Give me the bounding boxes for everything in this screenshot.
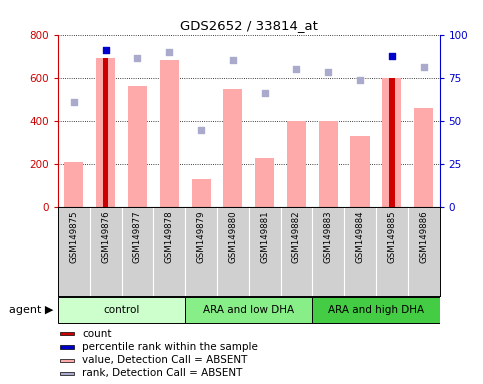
Bar <box>128 86 147 207</box>
Text: GSM149886: GSM149886 <box>419 210 428 263</box>
Text: GSM149875: GSM149875 <box>70 210 78 263</box>
Bar <box>287 121 306 207</box>
Text: GSM149876: GSM149876 <box>101 210 110 263</box>
Bar <box>351 136 369 207</box>
Bar <box>185 297 313 323</box>
Bar <box>313 297 440 323</box>
Text: GSM149880: GSM149880 <box>228 210 237 263</box>
Text: ARA and high DHA: ARA and high DHA <box>328 305 424 314</box>
Bar <box>64 162 84 207</box>
Bar <box>58 297 185 323</box>
Text: GSM149881: GSM149881 <box>260 210 269 263</box>
Point <box>134 55 142 61</box>
Bar <box>414 108 433 207</box>
Point <box>325 69 332 75</box>
Text: GSM149885: GSM149885 <box>387 210 397 263</box>
Point <box>388 53 396 59</box>
Bar <box>60 372 74 375</box>
Text: GSM149878: GSM149878 <box>165 210 174 263</box>
Text: percentile rank within the sample: percentile rank within the sample <box>83 342 258 352</box>
Text: GSM149879: GSM149879 <box>197 210 206 263</box>
Text: GSM149882: GSM149882 <box>292 210 301 263</box>
Point <box>229 58 237 64</box>
Bar <box>192 179 211 207</box>
Bar <box>389 78 395 207</box>
Text: value, Detection Call = ABSENT: value, Detection Call = ABSENT <box>83 355 248 365</box>
Point <box>261 90 269 96</box>
Bar <box>223 89 242 207</box>
Text: rank, Detection Call = ABSENT: rank, Detection Call = ABSENT <box>83 368 243 378</box>
Bar <box>103 58 108 207</box>
Bar <box>60 359 74 362</box>
Bar <box>319 121 338 207</box>
Bar <box>60 345 74 349</box>
Text: GSM149884: GSM149884 <box>355 210 365 263</box>
Point <box>102 46 110 53</box>
Point <box>420 64 427 70</box>
Text: count: count <box>83 329 112 339</box>
Point <box>70 98 78 104</box>
Point <box>356 77 364 83</box>
Bar <box>96 58 115 207</box>
Text: control: control <box>103 305 140 314</box>
Text: ARA and low DHA: ARA and low DHA <box>203 305 294 314</box>
Bar <box>160 61 179 207</box>
Bar <box>383 78 401 207</box>
Point <box>165 49 173 55</box>
Bar <box>60 332 74 335</box>
Text: GSM149883: GSM149883 <box>324 210 333 263</box>
Bar <box>255 158 274 207</box>
Title: GDS2652 / 33814_at: GDS2652 / 33814_at <box>180 19 318 32</box>
Text: agent ▶: agent ▶ <box>9 305 53 315</box>
Point <box>197 127 205 133</box>
Text: GSM149877: GSM149877 <box>133 210 142 263</box>
Point <box>293 66 300 72</box>
